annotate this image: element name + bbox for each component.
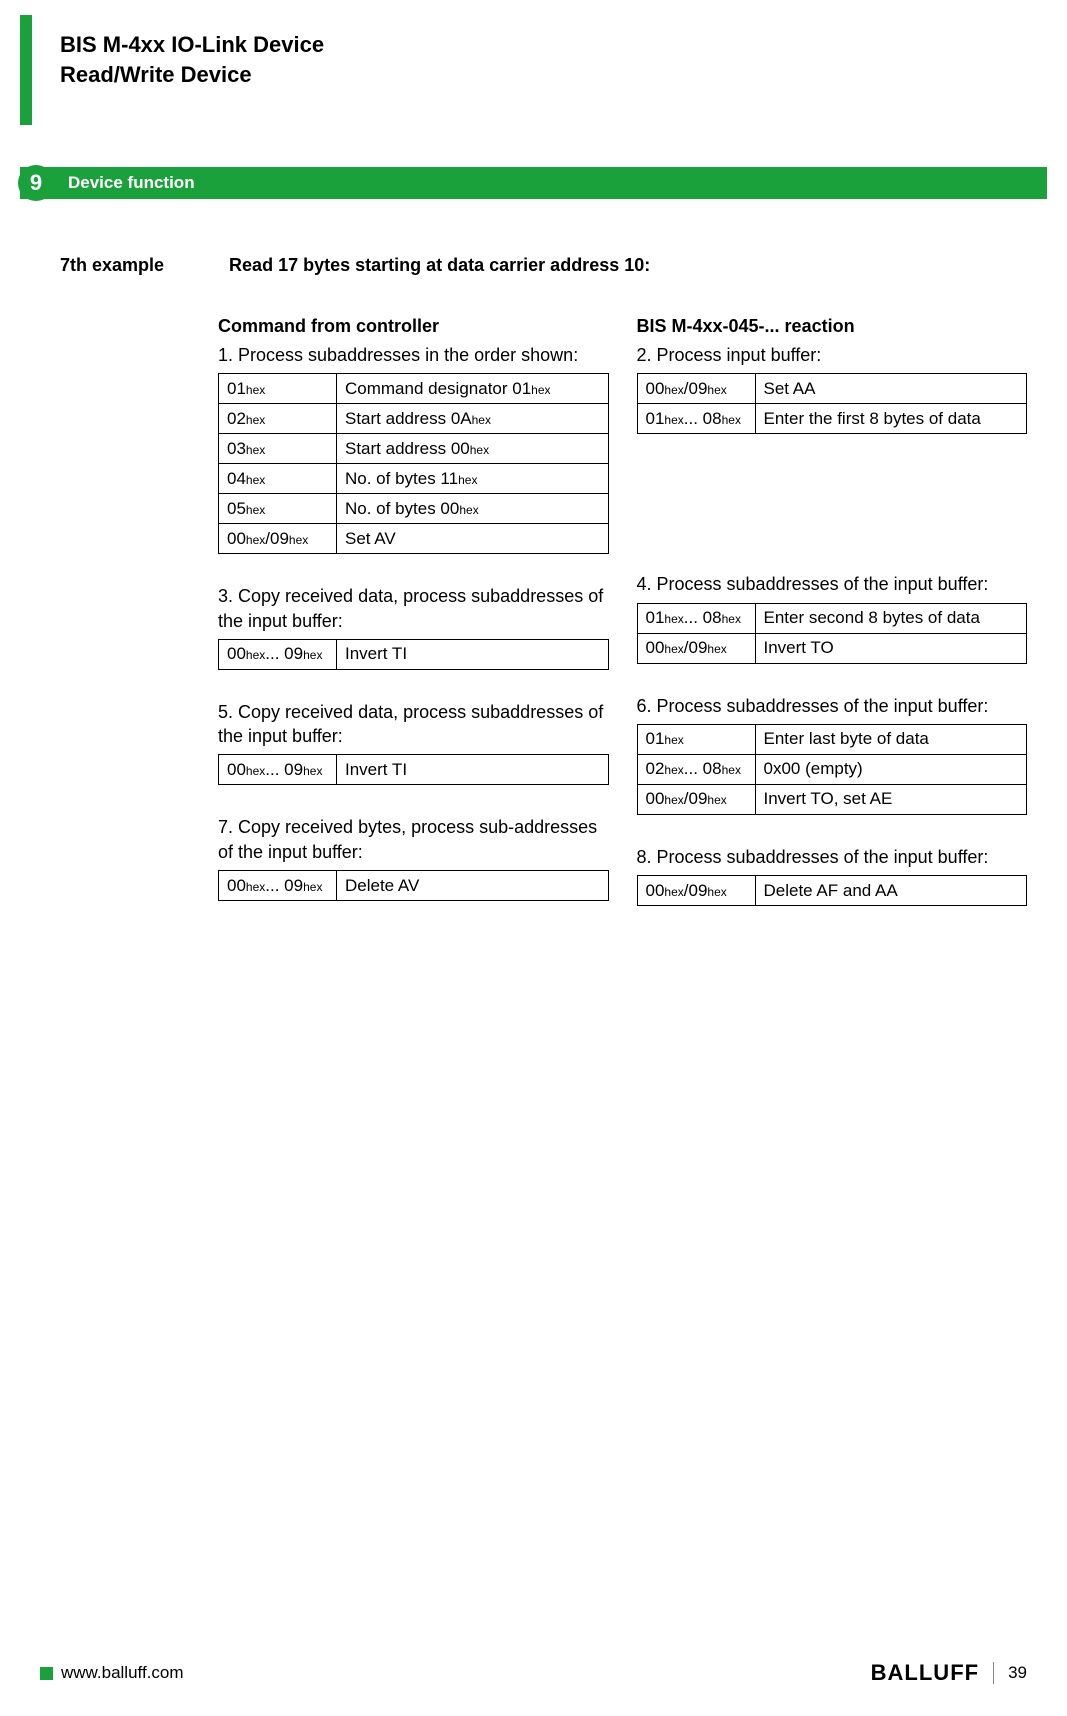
desc-cell: Delete AF and AA bbox=[755, 876, 1027, 906]
addr-cell: 01hex... 08hex bbox=[637, 603, 755, 633]
footer-brand: BALLUFF bbox=[871, 1660, 979, 1686]
step8-text: 8. Process subaddresses of the input buf… bbox=[637, 845, 1028, 869]
table-row: 00hex/09hexSet AV bbox=[219, 524, 609, 554]
title-line2: Read/Write Device bbox=[60, 62, 252, 87]
desc-cell: Set AA bbox=[755, 374, 1027, 404]
desc-cell: Invert TO bbox=[755, 633, 1027, 663]
table-row: 03hexStart address 00hex bbox=[219, 434, 609, 464]
section-number: 9 bbox=[18, 165, 54, 201]
desc-cell: Invert TI bbox=[337, 755, 609, 785]
page-title: BIS M-4xx IO-Link Device Read/Write Devi… bbox=[60, 30, 324, 89]
addr-cell: 02hex... 08hex bbox=[637, 754, 755, 784]
addr-cell: 00hex/09hex bbox=[219, 524, 337, 554]
step4-text: 4. Process subaddresses of the input buf… bbox=[637, 572, 1028, 596]
table-row: 00hex/09hexDelete AF and AA bbox=[637, 876, 1027, 906]
table-row: 00hex... 09hexDelete AV bbox=[219, 871, 609, 901]
table-row: 01hexEnter last byte of data bbox=[637, 724, 1027, 754]
addr-cell: 02hex bbox=[219, 404, 337, 434]
section-bar: 9 Device function bbox=[20, 167, 1047, 199]
table-row: 01hex... 08hexEnter the first 8 bytes of… bbox=[637, 404, 1027, 434]
addr-cell: 00hex... 09hex bbox=[219, 871, 337, 901]
section-title: Device function bbox=[68, 173, 195, 193]
step5-table: 00hex... 09hexInvert TI bbox=[218, 754, 609, 785]
table-row: 05hexNo. of bytes 00hex bbox=[219, 494, 609, 524]
step6-text: 6. Process subaddresses of the input buf… bbox=[637, 694, 1028, 718]
step2-table: 00hex/09hexSet AA01hex... 08hexEnter the… bbox=[637, 373, 1028, 434]
desc-cell: Invert TO, set AE bbox=[755, 784, 1027, 814]
step3-text: 3. Copy received data, process subaddres… bbox=[218, 584, 609, 633]
desc-cell: Enter the first 8 bytes of data bbox=[755, 404, 1027, 434]
table-row: 02hexStart address 0Ahex bbox=[219, 404, 609, 434]
addr-cell: 00hex... 09hex bbox=[219, 755, 337, 785]
table-row: 00hex/09hexInvert TO, set AE bbox=[637, 784, 1027, 814]
left-column: Command from controller 1. Process subad… bbox=[218, 316, 609, 906]
desc-cell: Invert TI bbox=[337, 639, 609, 669]
footer-accent-square bbox=[40, 1667, 53, 1680]
step2-text: 2. Process input buffer: bbox=[637, 343, 1028, 367]
content: 7th example Read 17 bytes starting at da… bbox=[60, 255, 1027, 906]
right-column: BIS M-4xx-045-... reaction 2. Process in… bbox=[637, 316, 1028, 906]
addr-cell: 01hex... 08hex bbox=[637, 404, 755, 434]
step4-table: 01hex... 08hexEnter second 8 bytes of da… bbox=[637, 603, 1028, 664]
addr-cell: 04hex bbox=[219, 464, 337, 494]
addr-cell: 05hex bbox=[219, 494, 337, 524]
desc-cell: Command designator 01hex bbox=[337, 374, 609, 404]
desc-cell: Start address 0Ahex bbox=[337, 404, 609, 434]
example-label: 7th example bbox=[60, 255, 164, 276]
step7-table: 00hex... 09hexDelete AV bbox=[218, 870, 609, 901]
table-row: 00hex/09hexSet AA bbox=[637, 374, 1027, 404]
addr-cell: 00hex... 09hex bbox=[219, 639, 337, 669]
addr-cell: 00hex/09hex bbox=[637, 374, 755, 404]
left-heading: Command from controller bbox=[218, 316, 609, 337]
table-row: 02hex... 08hex0x00 (empty) bbox=[637, 754, 1027, 784]
step5-text: 5. Copy received data, process subaddres… bbox=[218, 700, 609, 749]
step1-text: 1. Process subaddresses in the order sho… bbox=[218, 343, 609, 367]
table-row: 00hex... 09hexInvert TI bbox=[219, 639, 609, 669]
step6-table: 01hexEnter last byte of data02hex... 08h… bbox=[637, 724, 1028, 815]
desc-cell: 0x00 (empty) bbox=[755, 754, 1027, 784]
desc-cell: No. of bytes 00hex bbox=[337, 494, 609, 524]
desc-cell: Start address 00hex bbox=[337, 434, 609, 464]
title-line1: BIS M-4xx IO-Link Device bbox=[60, 32, 324, 57]
table-row: 01hexCommand designator 01hex bbox=[219, 374, 609, 404]
desc-cell: Set AV bbox=[337, 524, 609, 554]
footer-page: 39 bbox=[1008, 1663, 1027, 1683]
table-row: 00hex/09hexInvert TO bbox=[637, 633, 1027, 663]
step8-table: 00hex/09hexDelete AF and AA bbox=[637, 875, 1028, 906]
table-row: 00hex... 09hexInvert TI bbox=[219, 755, 609, 785]
addr-cell: 01hex bbox=[637, 724, 755, 754]
footer-url: www.balluff.com bbox=[61, 1663, 184, 1683]
footer: www.balluff.com BALLUFF 39 bbox=[40, 1660, 1027, 1686]
addr-cell: 00hex/09hex bbox=[637, 633, 755, 663]
desc-cell: Delete AV bbox=[337, 871, 609, 901]
addr-cell: 00hex/09hex bbox=[637, 876, 755, 906]
addr-cell: 00hex/09hex bbox=[637, 784, 755, 814]
right-heading: BIS M-4xx-045-... reaction bbox=[637, 316, 1028, 337]
desc-cell: Enter second 8 bytes of data bbox=[755, 603, 1027, 633]
step1-table: 01hexCommand designator 01hex02hexStart … bbox=[218, 373, 609, 554]
table-row: 01hex... 08hexEnter second 8 bytes of da… bbox=[637, 603, 1027, 633]
page-accent bbox=[20, 15, 32, 125]
step3-table: 00hex... 09hexInvert TI bbox=[218, 639, 609, 670]
example-title: Read 17 bytes starting at data carrier a… bbox=[229, 255, 650, 276]
step7-text: 7. Copy received bytes, process sub-addr… bbox=[218, 815, 609, 864]
footer-separator bbox=[993, 1662, 994, 1684]
desc-cell: Enter last byte of data bbox=[755, 724, 1027, 754]
addr-cell: 03hex bbox=[219, 434, 337, 464]
table-row: 04hexNo. of bytes 11hex bbox=[219, 464, 609, 494]
desc-cell: No. of bytes 11hex bbox=[337, 464, 609, 494]
addr-cell: 01hex bbox=[219, 374, 337, 404]
